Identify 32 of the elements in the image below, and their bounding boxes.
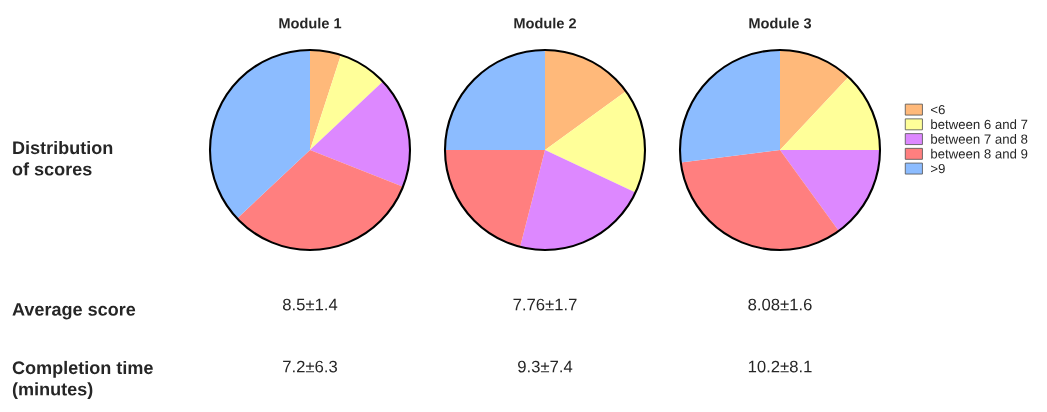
pie-slice	[680, 50, 780, 163]
pie-slice	[445, 150, 545, 247]
text: 8.08±1.6	[748, 298, 812, 311]
pie-slice	[780, 150, 880, 231]
chart-title: Module 1	[279, 17, 342, 29]
pie-slice	[310, 81, 410, 187]
pie-slice	[780, 50, 849, 150]
text: Distribution of scores	[12, 140, 113, 176]
pie-slice	[520, 150, 636, 250]
pie-slice	[237, 150, 403, 250]
pie-slice	[310, 50, 341, 150]
pie-slice	[780, 77, 880, 150]
pie-slice	[210, 50, 310, 219]
text: 8.5±1.4	[282, 298, 338, 311]
chart-title: Module 3	[749, 17, 812, 29]
legend-label: between 7 and 8	[931, 134, 1028, 144]
pie-slice	[545, 91, 645, 193]
legend-label: <6	[931, 104, 945, 115]
text: 7.76±1.7	[513, 298, 577, 311]
text: 9.3±7.4	[518, 360, 573, 373]
text: 7.2±6.3	[283, 360, 338, 373]
legend-label: >9	[931, 163, 945, 174]
text: Completion time (minutes)	[12, 360, 153, 400]
text: Average score	[12, 303, 136, 320]
pie-slice	[310, 54, 383, 150]
chart-title: Module 2	[514, 17, 577, 29]
pie-slice	[545, 50, 626, 150]
pie-slice	[680, 150, 839, 250]
text: 10.2±8.1	[748, 360, 812, 373]
legend-label: between 6 and 7	[931, 119, 1028, 130]
pie-slice	[445, 50, 545, 150]
legend-label: between 8 and 9	[931, 148, 1028, 159]
